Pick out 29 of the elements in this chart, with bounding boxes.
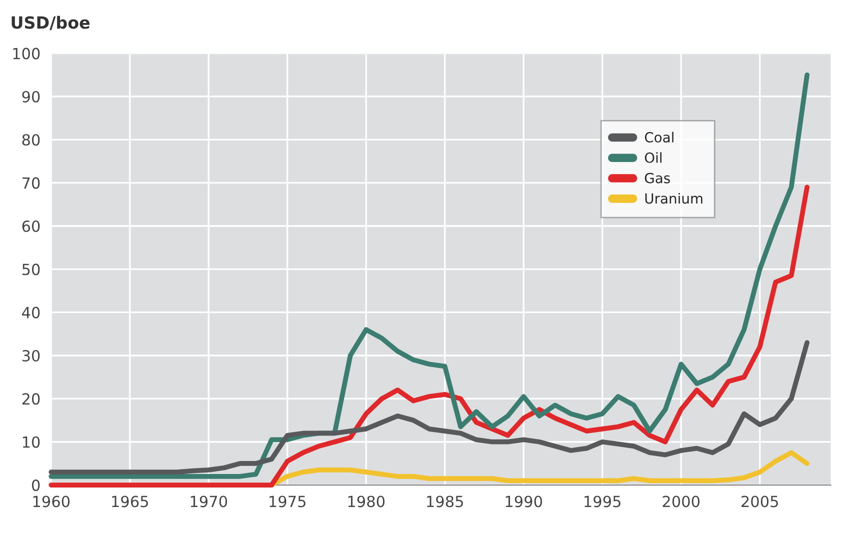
y-tick-label: 0 bbox=[32, 479, 40, 492]
y-tick-label: 90 bbox=[22, 90, 40, 102]
y-tick-label: 100 bbox=[13, 48, 40, 60]
legend-label: Coal bbox=[644, 132, 674, 143]
line-series bbox=[48, 340, 810, 475]
y-tick-label: 60 bbox=[22, 220, 40, 232]
y-tick-label: 40 bbox=[22, 306, 40, 318]
y-tick-label: 80 bbox=[22, 134, 40, 146]
x-tick-label: 2000 bbox=[662, 496, 700, 508]
legend-label: Gas bbox=[644, 172, 670, 184]
x-tick-label: 1975 bbox=[270, 496, 306, 508]
line-series bbox=[48, 72, 810, 479]
x-tick-label: 1995 bbox=[584, 496, 620, 508]
x-tick-label: 1970 bbox=[190, 496, 228, 508]
legend-label: Uranium bbox=[645, 192, 702, 204]
legend-label: Oil bbox=[644, 152, 662, 163]
x-tick-label: 1990 bbox=[506, 496, 542, 508]
line-series bbox=[48, 184, 810, 488]
y-tick-label: 50 bbox=[22, 264, 40, 276]
x-tick-label: 1965 bbox=[112, 496, 148, 508]
x-tick-label: 1985 bbox=[427, 496, 463, 508]
y-tick-label: 70 bbox=[22, 177, 40, 189]
y-axis-title: USD/boe bbox=[12, 16, 90, 30]
x-tick-label: 2005 bbox=[742, 496, 778, 508]
y-tick-label: 20 bbox=[22, 393, 40, 405]
y-tick-label: 10 bbox=[22, 436, 40, 448]
x-tick-label: 1980 bbox=[348, 496, 385, 508]
x-tick-label: 1960 bbox=[33, 496, 70, 508]
y-tick-label: 30 bbox=[22, 350, 40, 362]
